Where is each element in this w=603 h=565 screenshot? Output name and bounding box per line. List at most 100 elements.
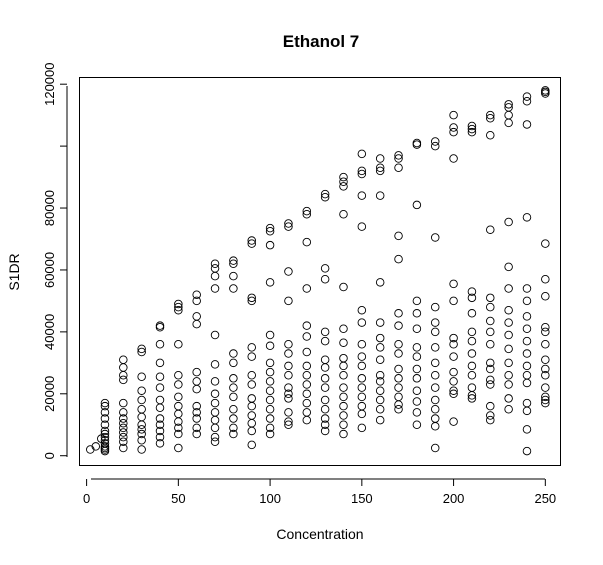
data-point (430, 358, 440, 368)
data-point (430, 383, 440, 392)
data-point (412, 309, 422, 318)
data-point (394, 340, 403, 349)
data-point (284, 349, 293, 358)
data-point (522, 120, 532, 129)
data-point (119, 375, 128, 385)
x-tick-label: 0 (83, 491, 90, 506)
data-point (192, 312, 201, 321)
data-point (430, 405, 440, 414)
data-point (375, 166, 385, 176)
data-point (229, 383, 238, 392)
data-point (430, 395, 440, 405)
data-point (137, 435, 146, 445)
data-point (449, 386, 458, 395)
data-point (155, 426, 165, 436)
data-point (339, 383, 348, 392)
data-point (522, 324, 532, 334)
data-point (320, 355, 330, 364)
data-point (284, 408, 293, 417)
data-point (467, 394, 477, 403)
data-point (229, 259, 238, 269)
data-point (174, 429, 183, 439)
data-point (339, 338, 348, 347)
data-point (339, 353, 348, 363)
data-point (486, 110, 495, 120)
data-point (119, 418, 128, 428)
data-point (430, 233, 440, 242)
chart-title: Ethanol 7 (283, 32, 360, 51)
data-point (504, 330, 513, 340)
data-point (430, 422, 440, 431)
data-point (119, 370, 128, 380)
data-point (320, 395, 330, 405)
data-point (522, 398, 532, 408)
data-point (357, 191, 367, 200)
data-point (339, 401, 348, 411)
data-point (412, 343, 422, 352)
data-point (449, 154, 458, 163)
data-point (265, 405, 275, 414)
data-point (192, 429, 201, 439)
data-point (192, 296, 201, 306)
data-point (119, 428, 128, 437)
data-point (522, 425, 532, 434)
data-point (265, 223, 275, 233)
data-point (412, 364, 422, 374)
x-tick-label: 150 (351, 491, 373, 506)
data-point (210, 360, 220, 369)
data-point (174, 305, 183, 315)
data-point (339, 282, 348, 292)
data-point (357, 305, 367, 315)
y-tick-label: 60000 (42, 252, 57, 288)
data-point (430, 302, 440, 312)
data-point (522, 370, 532, 380)
y-axis-ticks: 0 20000 40000 60000 80000 120000 (42, 62, 67, 459)
data-point (412, 386, 422, 395)
data-point (430, 141, 440, 151)
data-point (357, 340, 367, 349)
data-point (284, 361, 293, 371)
data-point (394, 364, 403, 374)
data-point (320, 414, 330, 423)
data-point (486, 415, 495, 425)
data-point (394, 349, 403, 358)
x-tick-label: 250 (534, 491, 556, 506)
data-point (320, 192, 330, 202)
data-point (100, 426, 110, 436)
data-point (375, 191, 385, 200)
data-point (320, 420, 330, 430)
data-point (210, 408, 220, 417)
data-point (486, 411, 495, 420)
data-point (412, 324, 422, 334)
data-point (486, 358, 495, 368)
data-point (449, 417, 458, 426)
data-point (265, 240, 275, 250)
data-point (522, 296, 532, 306)
data-point (210, 423, 220, 433)
data-point (522, 336, 532, 346)
data-point (522, 378, 532, 388)
data-point (174, 392, 183, 402)
data-point (247, 293, 256, 303)
data-point (375, 278, 385, 287)
data-point (210, 271, 220, 281)
data-point (375, 163, 385, 173)
data-point (192, 423, 201, 433)
data-point (210, 264, 220, 273)
data-point (265, 358, 275, 368)
data-point (320, 383, 330, 392)
data-point (247, 236, 256, 245)
data-point (229, 271, 238, 281)
data-point (302, 209, 312, 219)
data-point (174, 423, 183, 433)
data-point (467, 383, 477, 392)
data-point (302, 389, 312, 399)
data-point (174, 417, 183, 426)
data-point (357, 318, 367, 327)
data-point (412, 200, 422, 210)
data-point (265, 429, 275, 439)
data-point (394, 400, 403, 409)
data-point (394, 383, 403, 392)
data-point (137, 344, 146, 354)
data-point (137, 395, 146, 405)
